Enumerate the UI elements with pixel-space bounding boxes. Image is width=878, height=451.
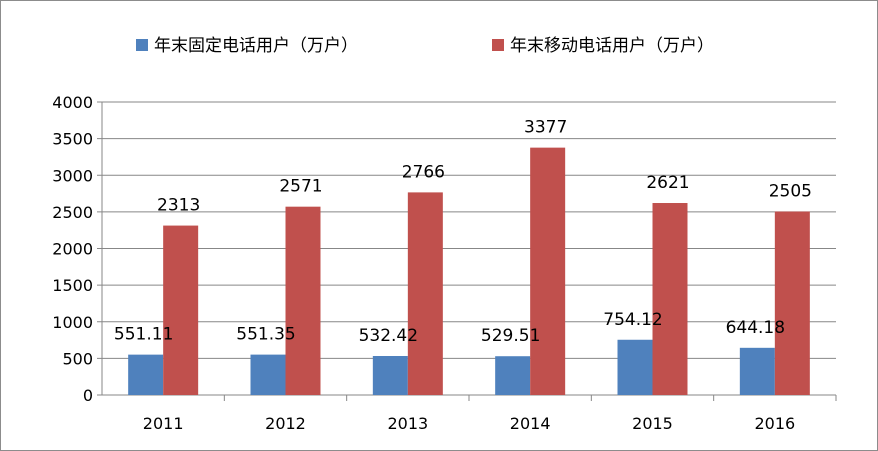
y-tick-label: 0	[83, 386, 93, 405]
y-tick-label: 3000	[52, 166, 93, 185]
bar-mobile	[774, 211, 810, 395]
data-label-fixed-line: 644.18	[726, 318, 785, 338]
bar-mobile	[407, 192, 443, 395]
legend-label-fixed: 年末固定电话用户（万户）	[154, 36, 358, 56]
bar-fixed-line	[250, 354, 286, 395]
data-label-fixed-line: 532.42	[359, 326, 418, 346]
data-labels: 551.11 2313 551.35 2571 532.42 2766 529.51 3377…	[114, 118, 812, 347]
x-tick-label: 2015	[632, 414, 673, 433]
x-tick-label: 2016	[754, 414, 795, 433]
y-tick-label: 2500	[52, 203, 93, 222]
y-tick-label: 1500	[52, 276, 93, 295]
gridlines	[102, 101, 836, 359]
bars	[128, 147, 810, 395]
data-label-fixed-line: 551.35	[236, 325, 295, 345]
legend-swatch-fixed	[136, 39, 148, 51]
bar-fixed-line	[495, 356, 531, 395]
y-tick-label: 3500	[52, 130, 93, 149]
bar-fixed-line	[372, 356, 408, 395]
y-tick-label: 500	[62, 349, 93, 368]
y-tick-label: 1000	[52, 313, 93, 332]
x-tick-label: 2013	[387, 414, 428, 433]
y-tick-labels: 0 500 1000 1500 2000 2500 3000 3500 4000	[52, 93, 93, 405]
bar-fixed-line	[128, 354, 164, 395]
data-label-fixed-line: 551.11	[114, 325, 173, 345]
y-tick-label: 2000	[52, 240, 93, 259]
axes	[97, 101, 837, 401]
x-tick-label: 2012	[265, 414, 306, 433]
bar-fixed-line	[617, 339, 653, 395]
legend-label-mobile: 年末移动电话用户（万户）	[510, 36, 714, 56]
data-label-fixed-line: 529.51	[481, 326, 540, 346]
bar-mobile	[530, 147, 566, 395]
bar-fixed-line	[739, 347, 775, 395]
data-label-mobile: 2571	[279, 177, 322, 197]
data-label-mobile: 2505	[769, 182, 812, 202]
x-tick-label: 2011	[143, 414, 184, 433]
y-tick-label: 4000	[52, 93, 93, 112]
data-label-mobile: 2313	[157, 196, 200, 216]
data-label-mobile: 2621	[646, 173, 689, 193]
data-label-fixed-line: 754.12	[603, 310, 662, 330]
legend-swatch-mobile	[492, 39, 504, 51]
bar-mobile	[163, 225, 199, 395]
x-tick-label: 2014	[510, 414, 551, 433]
bar-mobile	[652, 203, 688, 395]
legend: 年末固定电话用户（万户） 年末移动电话用户（万户）	[136, 36, 714, 56]
bar-mobile	[285, 206, 321, 395]
data-label-mobile: 3377	[524, 118, 567, 138]
data-label-mobile: 2766	[402, 162, 445, 182]
x-tick-labels: 2011 2012 2013 2014 2015 2016	[143, 414, 795, 433]
